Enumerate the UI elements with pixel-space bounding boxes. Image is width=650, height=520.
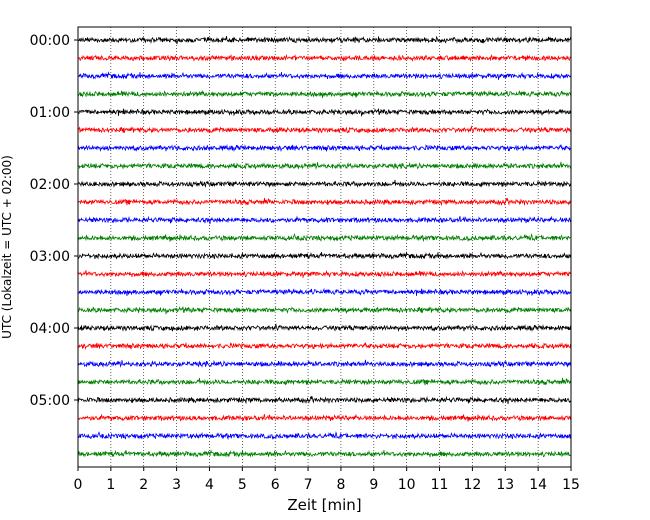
x-tick-label: 12 [463,477,481,493]
x-tick-label: 8 [336,477,345,493]
plot-frame [77,26,572,468]
x-tick-label: 5 [238,477,247,493]
seismogram-trace [77,269,572,278]
seismogram-trace [77,108,572,118]
seismogram-trace [77,395,572,405]
plot-background [78,27,571,467]
grid-lines [110,27,539,467]
seismogram-trace [77,430,572,441]
seismogram-trace [77,413,572,422]
seismogram-trace [77,215,572,225]
traces [77,35,572,458]
x-tick-label: 13 [496,477,514,493]
y-axis-ticks: 00:00 01:00 02:00 03:00 04:00 05:00 [30,33,78,409]
seismogram-trace [77,53,572,62]
seismogram-trace [77,179,572,188]
seismogram-trace [77,232,572,243]
x-tick-label: 9 [369,477,378,493]
seismogram-trace [77,377,572,386]
y-tick-label: 04:00 [30,321,70,337]
x-tick-label: 0 [74,477,83,493]
seismogram-trace [77,449,572,458]
seismogram-trace [77,71,572,80]
seismogram-trace [77,161,572,170]
x-axis-ticks: 0 1 2 3 4 5 6 7 8 9 10 11 12 13 14 15 [74,467,580,493]
x-tick-label: 14 [529,477,547,493]
x-tick-label: 1 [106,477,115,493]
seismogram-trace [77,323,572,332]
seismogram-trace [77,144,572,153]
seismogram-trace [77,306,572,316]
x-tick-label: 11 [431,477,449,493]
seismogram-trace [77,287,572,297]
seismogram-trace [77,89,572,99]
seismogram-trace [77,251,572,260]
seismogram-trace [77,359,572,368]
seismogram-trace [77,197,572,207]
x-axis-label: Zeit [min] [287,496,361,514]
y-tick-label: 03:00 [30,249,70,265]
y-tick-label: 01:00 [30,105,70,121]
seismogram-trace [77,125,572,134]
x-tick-label: 4 [205,477,214,493]
seismogram-trace [77,35,572,45]
y-axis-label: UTC (Lokalzeit = UTC + 02:00) [0,155,14,339]
x-tick-label: 2 [139,477,148,493]
y-tick-label: 02:00 [30,177,70,193]
x-tick-label: 10 [398,477,416,493]
x-tick-label: 3 [172,477,181,493]
y-tick-label: 05:00 [30,393,70,409]
y-tick-label: 00:00 [30,33,70,49]
seismogram-trace [77,342,572,351]
x-tick-label: 15 [562,477,580,493]
x-tick-label: 7 [304,477,313,493]
x-tick-label: 6 [271,477,280,493]
